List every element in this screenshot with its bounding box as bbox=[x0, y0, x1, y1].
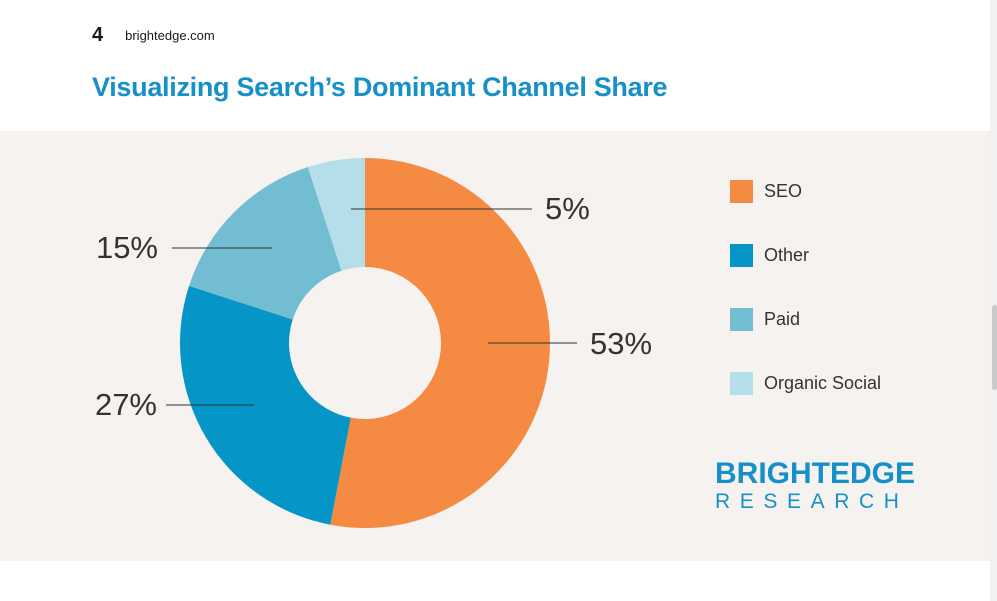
slice-seo bbox=[330, 158, 550, 528]
legend-label-other: Other bbox=[764, 244, 810, 265]
scrollbar-thumb[interactable] bbox=[992, 305, 997, 390]
page-number: 4 bbox=[92, 24, 104, 46]
legend-swatch-paid bbox=[730, 307, 753, 331]
legend-swatch-organic-social bbox=[730, 371, 753, 395]
legend-item-organic-social: Organic Social bbox=[730, 371, 881, 395]
slice-other bbox=[180, 285, 351, 525]
data-label-organic-social: 5% bbox=[545, 191, 590, 226]
chart-legend: SEO Other Paid Organic Social bbox=[730, 179, 881, 435]
legend-item-other: Other bbox=[730, 243, 881, 267]
legend-swatch-seo bbox=[730, 179, 753, 203]
brand-line-1: BRIGHTEDGE bbox=[715, 457, 916, 490]
legend-label-organic-social: Organic Social bbox=[764, 372, 882, 393]
data-label-seo: 53% bbox=[590, 326, 652, 361]
slice-organic-social bbox=[307, 158, 365, 271]
brightedge-research-logo: BRIGHTEDGE RESEARCH bbox=[715, 457, 916, 515]
legend-label-seo: SEO bbox=[764, 180, 803, 201]
data-label-other: 27% bbox=[95, 387, 157, 422]
legend-item-paid: Paid bbox=[730, 307, 881, 331]
site-url: brightedge.com bbox=[125, 28, 215, 43]
brand-line-2: RESEARCH bbox=[715, 490, 909, 513]
legend-label-paid: Paid bbox=[764, 308, 801, 329]
page-header: 4 brightedge.com bbox=[92, 24, 215, 47]
slice-paid bbox=[189, 167, 342, 320]
page-title: Visualizing Search’s Dominant Channel Sh… bbox=[92, 72, 668, 102]
data-label-paid: 15% bbox=[96, 230, 158, 265]
legend-swatch-other bbox=[730, 243, 753, 267]
legend-item-seo: SEO bbox=[730, 179, 881, 203]
page-edge bbox=[990, 0, 997, 601]
